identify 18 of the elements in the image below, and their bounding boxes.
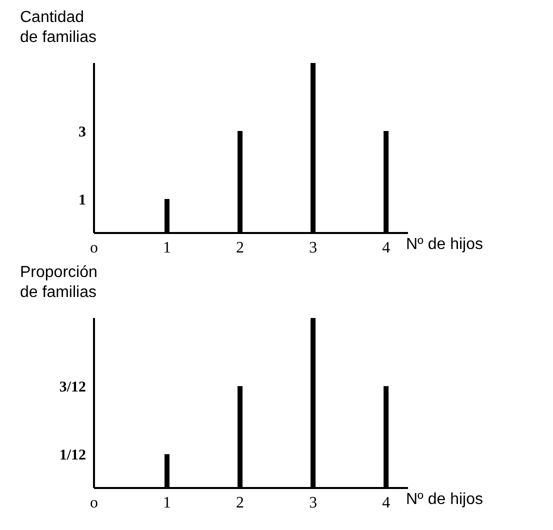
- y-axis-title: Cantidad de familias: [20, 8, 96, 48]
- x-tick-label: 3: [309, 494, 318, 512]
- x-tick-label: 1: [163, 239, 172, 256]
- y-tick-label: 3: [78, 124, 86, 140]
- x-axis-title: Nº de hijos: [406, 236, 483, 254]
- x-tick-label: o: [90, 239, 98, 256]
- x-tick-label: 3: [309, 239, 318, 256]
- y-tick-label: 1: [78, 192, 86, 208]
- x-axis-title: Nº de hijos: [406, 491, 483, 509]
- y-tick-label: 3/12: [59, 379, 86, 396]
- y-tick-label: 1/12: [59, 447, 86, 464]
- x-tick-label: 1: [163, 494, 172, 512]
- x-tick-label: 2: [236, 494, 244, 512]
- y-axis-title: Proporción de familias: [20, 263, 98, 303]
- x-tick-label: 2: [236, 239, 244, 256]
- x-tick-label: o: [90, 494, 98, 512]
- x-tick-label: 4: [382, 239, 390, 256]
- x-tick-label: 4: [382, 494, 390, 512]
